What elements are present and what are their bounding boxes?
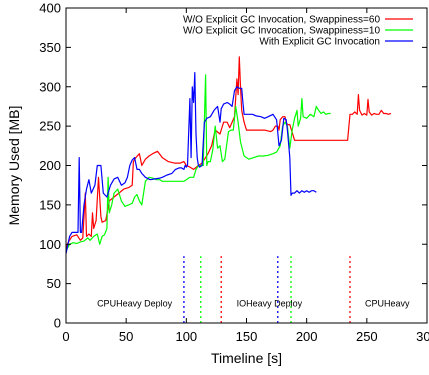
- x-tick-label: 300: [416, 329, 429, 344]
- y-tick-label: 100: [39, 237, 61, 252]
- deploy-markers: [183, 256, 351, 323]
- phase-annotation: CPUHeavy: [365, 298, 410, 308]
- phase-annotation: IOHeavy Deploy: [237, 298, 303, 308]
- x-tick-label: 250: [356, 329, 378, 344]
- x-tick-label: 50: [119, 329, 133, 344]
- axis-ticks: 0 50 100 150 200 250 300 0 50 100 150 200 250 300 350 4…: [39, 1, 429, 345]
- x-tick-label: 200: [296, 329, 318, 344]
- y-tick-label: 300: [39, 79, 61, 94]
- y-tick-label: 0: [54, 316, 61, 331]
- phase-annotations: CPUHeavy Deploy IOHeavy Deploy CPUHeavy: [97, 298, 410, 308]
- series-line: [65, 56, 392, 249]
- y-axis-title: Memory Used [MB]: [6, 106, 22, 226]
- y-tick-label: 200: [39, 158, 61, 173]
- y-tick-label: 250: [39, 119, 61, 134]
- legend-label: W/O Explicit GC Invocation, Swappiness=1…: [183, 26, 380, 37]
- phase-annotation: CPUHeavy Deploy: [97, 298, 173, 308]
- y-tick-label: 50: [47, 276, 61, 291]
- x-axis-title: Timeline [s]: [211, 350, 282, 366]
- legend-label: W/O Explicit GC Invocation, Swappiness=6…: [183, 15, 380, 26]
- x-tick-label: 150: [236, 329, 258, 344]
- legend-label: With Explicit GC Invocation: [259, 37, 380, 48]
- legend: W/O Explicit GC Invocation, Swappiness=6…: [183, 15, 413, 48]
- y-tick-label: 350: [39, 40, 61, 55]
- x-tick-label: 0: [62, 329, 69, 344]
- series-line: [65, 71, 317, 254]
- y-tick-label: 150: [39, 197, 61, 212]
- series-lines: [65, 56, 392, 254]
- x-tick-label: 100: [175, 329, 197, 344]
- y-tick-label: 400: [39, 1, 61, 16]
- plot-frame: [65, 7, 428, 324]
